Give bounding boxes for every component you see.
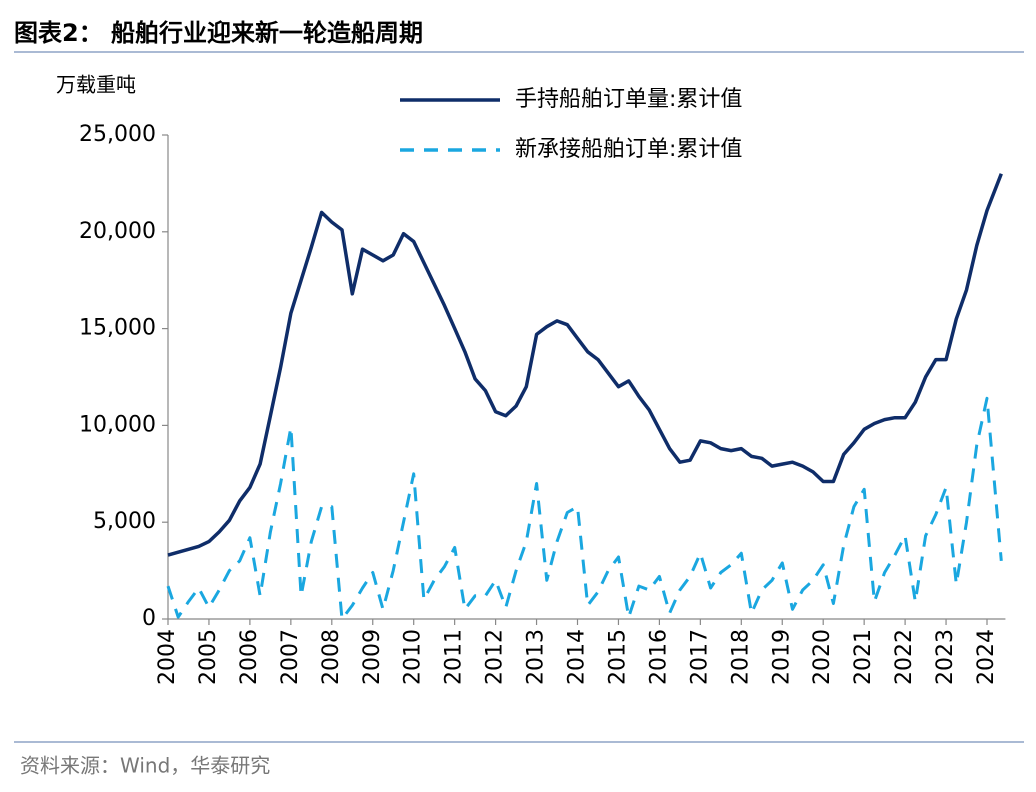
y-tick-label: 25,000 xyxy=(79,122,156,147)
x-tick-label: 2014 xyxy=(565,629,590,685)
y-tick-label: 0 xyxy=(142,606,156,631)
x-tick-label: 2008 xyxy=(319,629,344,685)
x-tick-label: 2013 xyxy=(524,629,549,685)
x-tick-label: 2015 xyxy=(605,629,630,685)
y-tick-label: 20,000 xyxy=(79,219,156,244)
x-tick-label: 2011 xyxy=(442,629,467,685)
legend-label: 新承接船舶订单:累计值 xyxy=(515,137,742,162)
x-tick-label: 2023 xyxy=(933,629,958,685)
y-tick-label: 5,000 xyxy=(93,509,156,534)
x-tick-label: 2020 xyxy=(810,629,835,685)
x-tick-label: 2010 xyxy=(401,629,426,685)
x-tick-label: 2009 xyxy=(360,629,385,685)
y-axis-label: 万载重吨 xyxy=(56,73,136,97)
x-tick-label: 2016 xyxy=(646,629,671,685)
series-line xyxy=(167,173,1003,557)
x-tick-label: 2006 xyxy=(237,629,262,685)
x-tick-label: 2012 xyxy=(483,629,508,685)
x-tick-label: 2022 xyxy=(892,629,917,685)
x-tick-label: 2005 xyxy=(196,629,221,685)
x-tick-label: 2024 xyxy=(974,629,999,685)
x-tick-label: 2004 xyxy=(155,629,180,685)
x-tick-label: 2007 xyxy=(278,629,303,685)
x-tick-label: 2019 xyxy=(769,629,794,685)
series-line xyxy=(166,396,1003,621)
x-tick-label: 2018 xyxy=(728,629,753,685)
x-tick-label: 2021 xyxy=(851,629,876,685)
chart-title: 图表2： 船舶行业迎来新一轮造船周期 xyxy=(14,19,423,47)
x-tick-label: 2017 xyxy=(687,629,712,685)
y-tick-label: 15,000 xyxy=(79,316,156,341)
legend-label: 手持船舶订单量:累计值 xyxy=(515,87,742,112)
source: 资料来源：Wind，华泰研究 xyxy=(20,754,270,778)
y-tick-label: 10,000 xyxy=(79,412,156,437)
